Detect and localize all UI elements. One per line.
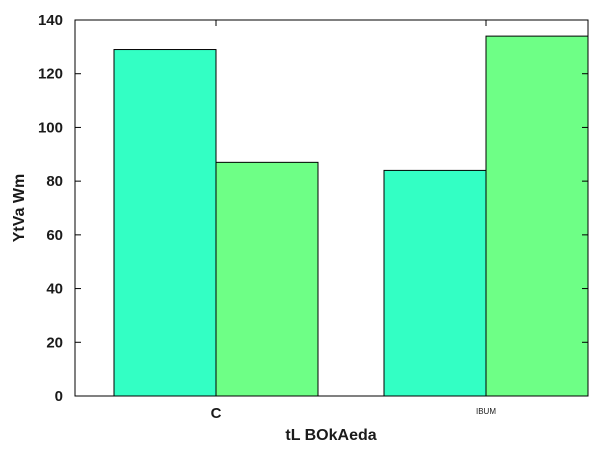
ticks-group: 0 20 40 60 80 100 120 140 C IBUM bbox=[38, 12, 588, 422]
y-tick-label: 60 bbox=[46, 227, 63, 244]
y-tick-label: 140 bbox=[38, 12, 63, 29]
y-axis-label: YtVa Wm bbox=[11, 174, 28, 242]
bar-ibum-series-1 bbox=[383, 169, 487, 397]
y-tick-label: 20 bbox=[46, 334, 63, 351]
x-axis-label: tL BOkAeda bbox=[285, 427, 376, 444]
bars-group bbox=[113, 35, 589, 397]
plot-frame bbox=[74, 19, 589, 397]
y-tick-label: 100 bbox=[38, 119, 63, 136]
y-tick-label: 80 bbox=[46, 173, 63, 190]
y-tick-label: 0 bbox=[55, 388, 63, 405]
x-tick-label: C bbox=[211, 405, 222, 422]
bar-c-series-2 bbox=[215, 161, 319, 397]
x-tick-label: IBUM bbox=[476, 407, 496, 416]
bar-ibum-series-2 bbox=[485, 35, 589, 397]
y-tick-label: 120 bbox=[38, 66, 63, 83]
bar-c-series-1 bbox=[113, 49, 217, 397]
y-tick-label: 40 bbox=[46, 281, 63, 298]
